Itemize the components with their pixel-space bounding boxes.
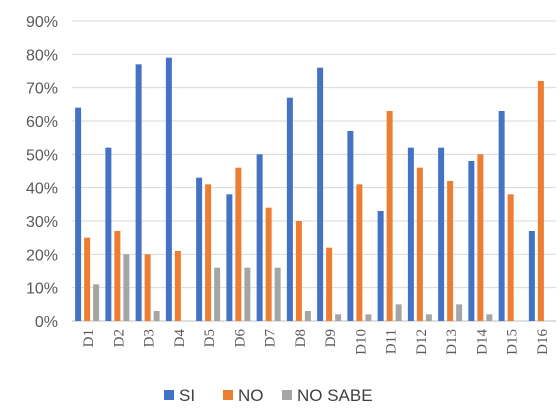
y-tick-label: 10% [26,281,58,298]
legend-label: SI [179,386,195,405]
bar-si-d14 [468,161,475,321]
bar-no-sabe-d2 [123,254,130,321]
legend-label: NO [238,386,264,405]
x-axis: D1 D2 D3 D4 D5 D6 D7 D8 D9 D10 D11 D12 D13 D14 D15 D16 [81,329,551,355]
bar-si-d15 [498,111,505,321]
bar-si-d5 [196,177,203,321]
bar-no-d6 [235,167,242,321]
bars [75,57,544,322]
bar-no-d12 [416,167,423,321]
bar-si-d6 [226,194,233,321]
bar-si-d3 [135,64,142,321]
bar-si-d1 [75,107,82,322]
y-tick-label: 20% [26,247,58,264]
bar-no-sabe-d9 [335,314,342,321]
bar-no-d13 [447,181,454,321]
bar-no-sabe-d10 [365,314,372,321]
y-tick-label: 80% [26,47,58,64]
x-tick-label: D7 [263,329,279,348]
y-tick-label: 50% [26,147,58,164]
y-tick-label: 30% [26,214,58,231]
legend-swatch [223,390,233,400]
bar-no-d10 [356,184,363,321]
x-tick-label: D11 [384,329,400,354]
bar-no-d1 [84,237,91,321]
bar-si-d4 [165,57,172,322]
bar-no-d4 [174,251,181,321]
x-tick-label: D6 [232,329,248,348]
bar-no-sabe-d14 [486,314,493,321]
bar-no-d2 [114,231,121,321]
bar-si-d10 [347,131,354,321]
bar-si-d12 [407,147,414,321]
y-tick-label: 70% [26,81,58,98]
bar-no-d11 [386,111,393,321]
bar-si-d9 [317,67,324,322]
y-tick-label: 90% [26,14,58,31]
gridlines [72,20,556,322]
bar-si-d2 [105,147,112,321]
bar-no-sabe-d6 [244,267,251,321]
x-tick-label: D3 [142,329,158,347]
bar-si-d7 [256,154,263,321]
x-tick-label: D1 [81,329,97,347]
legend-label: NO SABE [297,386,373,405]
bar-no-d16 [537,81,544,321]
bar-no-sabe-d13 [456,304,463,321]
bar-no-d8 [295,221,302,321]
x-tick-label: D2 [111,329,127,347]
bar-no-sabe-d11 [395,304,402,321]
bar-no-d9 [326,247,333,321]
x-tick-label: D4 [172,329,188,348]
bar-no-sabe-d12 [425,314,432,321]
bar-si-d16 [528,231,535,321]
x-tick-label: D16 [535,329,551,355]
bar-no-sabe-d5 [214,267,221,321]
x-tick-label: D15 [505,329,521,355]
bar-no-d15 [507,194,514,321]
bar-no-d5 [205,184,212,321]
bar-no-sabe-d3 [153,311,160,321]
x-tick-label: D13 [444,329,460,355]
bar-no-sabe-d8 [304,311,311,321]
y-tick-label: 60% [26,114,58,131]
bar-si-d13 [438,147,445,321]
x-tick-label: D12 [414,329,430,355]
x-tick-label: D8 [293,329,309,347]
legend-swatch [282,390,292,400]
legend: SI NO NO SABE [164,386,373,405]
x-tick-label: D14 [474,329,490,355]
bar-no-d14 [477,154,484,321]
x-tick-label: D10 [353,329,369,355]
bar-no-d3 [144,254,151,321]
y-axis: 0% 10% 20% 30% 40% 50% 60% 70% 80% 90% [26,14,58,331]
legend-swatch [164,390,174,400]
bar-no-sabe-d1 [93,284,100,321]
y-tick-label: 40% [26,181,58,198]
x-tick-label: D9 [323,329,339,347]
y-tick-label: 0% [35,314,58,331]
x-tick-label: D5 [202,329,218,347]
bar-no-d7 [265,207,272,321]
bar-no-sabe-d7 [274,267,281,321]
bar-si-d11 [377,211,384,321]
bar-si-d8 [286,97,293,322]
